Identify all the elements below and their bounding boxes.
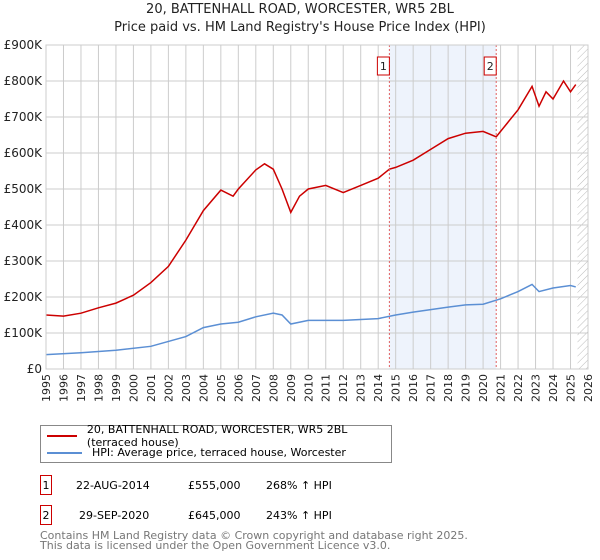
footer-line: Contains HM Land Registry data © Crown c… [40, 529, 468, 542]
legend-swatch-blue [47, 451, 82, 454]
chart-title: 20, BATTENHALL ROAD, WORCESTER, WR5 2BL [146, 2, 454, 17]
series-line [45, 79, 577, 317]
x-tick-label: 2009 [285, 374, 298, 402]
sale-marker-label: 1 [380, 60, 387, 73]
x-tick-label: 2007 [250, 374, 263, 402]
transaction-row: 2 29-SEP-2020 £645,000 243% ↑ HPI [40, 505, 332, 525]
legend-swatch-red [47, 434, 77, 437]
y-tick-label: £200K [4, 290, 44, 304]
plot-border [45, 44, 589, 370]
y-tick-label: £100K [4, 326, 44, 340]
footer: Contains HM Land Registry data © Crown c… [40, 529, 468, 552]
x-tick-label: 2026 [582, 374, 595, 402]
x-tick-label: 2020 [477, 374, 490, 402]
x-tick-label: 2008 [267, 374, 280, 402]
x-tick-label: 1998 [92, 374, 105, 402]
x-tick-label: 2012 [337, 374, 350, 402]
x-tick-label: 2011 [320, 374, 333, 402]
legend-item-hpi: HPI: Average price, terraced house, Worc… [47, 444, 346, 461]
footer-line: This data is licensed under the Open Gov… [40, 539, 391, 552]
marker-badge: 2 [40, 505, 52, 525]
sale-marker-box [376, 56, 390, 76]
sale-period-shade [389, 45, 497, 369]
legend: 20, BATTENHALL ROAD, WORCESTER, WR5 2BL … [40, 423, 392, 463]
y-tick-label: £500K [4, 182, 44, 196]
transaction-price: £555,000 [188, 478, 241, 492]
series-line [45, 283, 576, 356]
x-tick-label: 1999 [110, 374, 123, 402]
x-tick-label: 1997 [75, 374, 88, 402]
y-tick-label: £600K [4, 146, 44, 160]
x-tick-label: 2013 [355, 374, 368, 402]
x-tick-label: 2005 [215, 374, 228, 402]
transaction-hpi: 243% ↑ HPI [266, 508, 332, 522]
y-tick-label: £900K [4, 38, 44, 52]
x-tick-label: 2004 [197, 374, 210, 402]
transaction-price: £645,000 [188, 508, 241, 522]
transaction-row: 1 22-AUG-2014 £555,000 268% ↑ HPI [40, 475, 332, 495]
y-tick-label: £700K [4, 110, 44, 124]
y-tick-label: £400K [4, 218, 44, 232]
x-tick-label: 2024 [547, 374, 560, 402]
legend-label: HPI: Average price, terraced house, Worc… [92, 446, 346, 459]
y-tick-label: £0 [27, 362, 42, 376]
transaction-date: 29-SEP-2020 [79, 508, 150, 522]
x-tick-label: 2023 [530, 374, 543, 402]
x-tick-label: 1995 [40, 374, 53, 402]
transaction-date: 22-AUG-2014 [76, 478, 150, 492]
sale-marker-label: 2 [487, 60, 494, 73]
x-tick-label: 2000 [127, 374, 140, 402]
x-tick-label: 2017 [425, 374, 438, 402]
marker-badge: 1 [40, 475, 52, 495]
x-tick-label: 2010 [302, 374, 315, 402]
chart-plot: 1995 1996 1997 1998 1999 2000 2001 2002 2003 2004… [4, 38, 595, 402]
x-tick-label: 2021 [495, 374, 508, 402]
x-tick-label: 2025 [565, 374, 578, 402]
legend-label: 20, BATTENHALL ROAD, WORCESTER, WR5 2BL … [86, 422, 348, 449]
x-tick-label: 2014 [372, 374, 385, 402]
y-tick-label: £800K [4, 74, 44, 88]
sale-marker-box [483, 56, 497, 76]
x-tick-label: 2002 [162, 374, 175, 402]
y-tick-label: £300K [4, 254, 44, 268]
forecast-hatch [577, 45, 588, 369]
chart-subtitle: Price paid vs. HM Land Registry's House … [114, 20, 486, 35]
x-tick-label: 2006 [232, 374, 245, 402]
x-tick-label: 2018 [442, 374, 455, 402]
x-tick-label: 2022 [512, 374, 525, 402]
legend-item-property: 20, BATTENHALL ROAD, WORCESTER, WR5 2BL … [47, 423, 391, 449]
x-tick-label: 2019 [460, 374, 473, 402]
x-tick-label: 2016 [407, 374, 420, 402]
x-tick-label: 2015 [390, 374, 403, 402]
x-tick-label: 1996 [57, 374, 70, 402]
x-tick-label: 2001 [145, 374, 158, 402]
x-tick-label: 2003 [180, 374, 193, 402]
transaction-hpi: 268% ↑ HPI [266, 478, 332, 492]
